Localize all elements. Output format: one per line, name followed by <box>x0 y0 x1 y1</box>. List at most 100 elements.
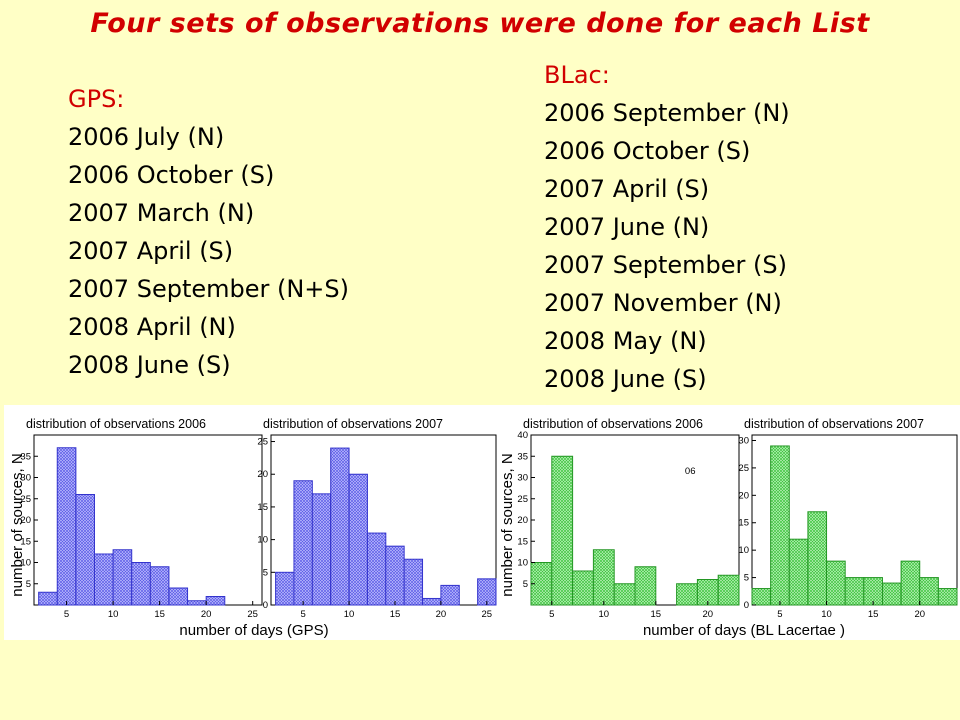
histogram-bar <box>205 596 226 606</box>
blac-list-item: 2008 June (S) <box>544 365 707 393</box>
y-tick-label: 15 <box>517 536 528 547</box>
y-tick-label: 10 <box>20 558 31 569</box>
y-tick-label: 10 <box>517 558 528 569</box>
y-tick-label: 25 <box>517 494 528 505</box>
histogram-bar <box>440 584 460 606</box>
gps-list-item: 2006 July (N) <box>68 123 225 151</box>
histogram-bar <box>56 447 77 606</box>
histogram-bar <box>572 570 594 606</box>
histogram-bar <box>168 587 189 606</box>
histogram-bar <box>75 494 95 606</box>
y-tick-label: 30 <box>20 473 31 484</box>
y-tick-label: 10 <box>738 545 749 556</box>
y-tick-label: 5 <box>263 567 268 578</box>
gps-list-item: 2007 April (S) <box>68 237 234 265</box>
blac-y-axis-label: number of sources, N <box>499 453 516 596</box>
blac-list-item: 2007 April (S) <box>544 175 710 203</box>
y-tick-label: 35 <box>517 451 528 462</box>
histogram-bar <box>112 549 133 606</box>
x-tick-label: 15 <box>154 609 165 620</box>
y-tick-label: 30 <box>517 473 528 484</box>
y-tick-label: 40 <box>517 430 528 441</box>
histogram-bar <box>919 577 939 606</box>
x-tick-label: 5 <box>64 609 69 620</box>
histogram-bar <box>551 455 574 606</box>
histogram-bar <box>900 560 921 606</box>
histogram-bar <box>676 583 698 606</box>
y-tick-label: 20 <box>738 490 749 501</box>
chart-annotation: 06 <box>685 466 696 477</box>
gps-y-axis-label: number of sources, N <box>9 453 26 596</box>
histogram-bar <box>717 574 740 606</box>
histogram-bar <box>131 562 151 606</box>
gps-observation-list: GPS: 2006 July (N) 2006 October (S) 2007… <box>68 80 349 384</box>
histogram-bar <box>385 545 405 606</box>
histogram-bar <box>844 577 865 606</box>
y-tick-label: 15 <box>20 536 31 547</box>
y-tick-label: 15 <box>257 502 268 513</box>
histogram-bar <box>881 582 902 606</box>
y-tick-label: 0 <box>263 600 268 611</box>
histogram-panel-1: distribution of observations 2006 5 10 15 20… <box>20 417 263 620</box>
gps-list-item: 2008 June (S) <box>68 351 231 379</box>
gps-x-axis-label: number of days (GPS) <box>179 622 328 639</box>
histogram-bar <box>634 566 657 606</box>
histogram-bar <box>38 591 58 606</box>
slide-title: Four sets of observations were done for … <box>90 8 870 39</box>
y-tick-label: 20 <box>517 515 528 526</box>
x-tick-label: 10 <box>108 609 119 620</box>
histogram-figure: number of sources, N number of days (GPS… <box>4 405 960 640</box>
y-tick-label: 25 <box>738 463 749 474</box>
chart-title: distribution of observations 2006 <box>523 417 703 431</box>
gps-heading: GPS: <box>68 85 125 113</box>
histogram-bar <box>751 588 772 606</box>
histogram-bar <box>403 558 424 606</box>
histogram-bar <box>788 538 809 606</box>
gps-list-item: 2008 April (N) <box>68 313 236 341</box>
histogram-bar <box>348 473 368 606</box>
x-tick-label: 10 <box>344 609 355 620</box>
chart-title: distribution of observations 2006 <box>26 417 206 431</box>
histogram-canvas: number of sources, N number of days (GPS… <box>9 417 958 639</box>
x-tick-label: 20 <box>914 609 925 620</box>
x-tick-label: 20 <box>436 609 447 620</box>
histogram-panel-4: distribution of observations 2007 5 10 15 20… <box>738 417 958 620</box>
y-tick-label: 20 <box>20 515 31 526</box>
histogram-bar <box>863 577 883 606</box>
histogram-bar <box>366 532 387 606</box>
histogram-bar <box>826 560 846 606</box>
blac-list-item: 2006 September (N) <box>544 99 790 127</box>
x-tick-label: 20 <box>703 609 714 620</box>
y-tick-label: 35 <box>20 451 31 462</box>
x-tick-label: 15 <box>390 609 401 620</box>
histogram-bar <box>807 511 828 606</box>
x-tick-label: 10 <box>599 609 610 620</box>
histogram-bar <box>937 588 958 606</box>
x-tick-label: 20 <box>201 609 212 620</box>
x-tick-label: 10 <box>821 609 832 620</box>
gps-list-item: 2007 March (N) <box>68 199 255 227</box>
y-tick-label: 25 <box>257 437 268 448</box>
chart-title: distribution of observations 2007 <box>263 417 443 431</box>
y-tick-label: 25 <box>20 494 31 505</box>
x-tick-label: 5 <box>549 609 554 620</box>
histogram-bar <box>293 480 313 606</box>
y-tick-label: 5 <box>523 579 528 590</box>
histogram-bar <box>330 447 350 606</box>
y-tick-label: 30 <box>738 435 749 446</box>
blac-observation-list: BLac: 2006 September (N) 2006 October (S… <box>544 56 790 398</box>
gps-list-item: 2006 October (S) <box>68 161 275 189</box>
blac-list-item: 2007 September (S) <box>544 251 787 279</box>
histogram-bar <box>770 445 790 606</box>
y-tick-label: 5 <box>26 579 31 590</box>
blac-heading: BLac: <box>544 61 610 89</box>
y-tick-label: 15 <box>738 518 749 529</box>
y-tick-label: 10 <box>257 535 268 546</box>
histogram-bar <box>592 549 615 606</box>
histogram-bar <box>422 597 442 606</box>
x-tick-label: 5 <box>300 609 305 620</box>
histogram-bar <box>311 493 332 606</box>
x-tick-label: 15 <box>868 609 879 620</box>
blac-list-item: 2007 June (N) <box>544 213 710 241</box>
chart-title: distribution of observations 2007 <box>744 417 924 431</box>
